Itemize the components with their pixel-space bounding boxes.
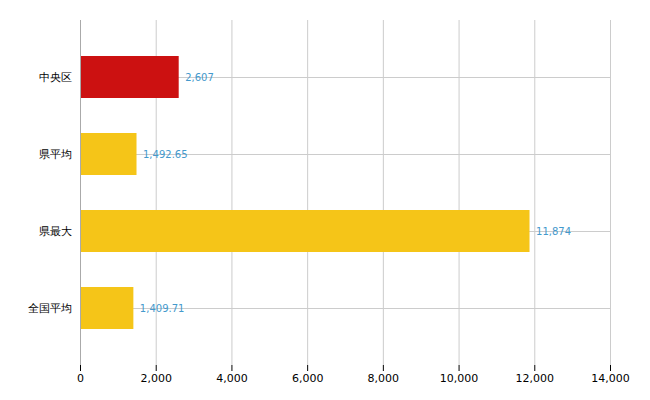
- svg-text:11,874: 11,874: [536, 226, 571, 237]
- svg-text:1,409.71: 1,409.71: [140, 303, 185, 314]
- svg-text:14,000: 14,000: [591, 372, 630, 385]
- svg-text:6,000: 6,000: [292, 372, 324, 385]
- svg-text:2,000: 2,000: [140, 372, 172, 385]
- svg-text:8,000: 8,000: [368, 372, 400, 385]
- svg-text:中央区: 中央区: [39, 71, 72, 84]
- svg-text:10,000: 10,000: [440, 372, 479, 385]
- svg-text:1,492.65: 1,492.65: [143, 149, 188, 160]
- svg-text:0: 0: [77, 372, 84, 385]
- svg-text:2,607: 2,607: [185, 72, 214, 83]
- svg-text:県最大: 県最大: [39, 225, 72, 238]
- svg-text:4,000: 4,000: [216, 372, 248, 385]
- svg-text:12,000: 12,000: [516, 372, 555, 385]
- svg-text:県平均: 県平均: [39, 148, 72, 161]
- svg-text:全国平均: 全国平均: [28, 302, 72, 315]
